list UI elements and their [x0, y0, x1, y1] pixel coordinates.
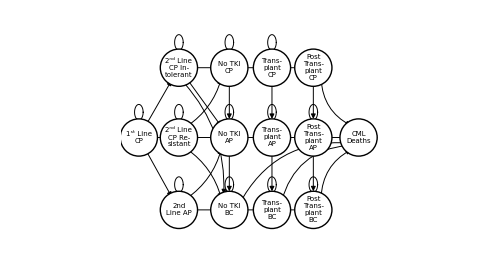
Circle shape — [254, 49, 290, 86]
Circle shape — [294, 49, 332, 86]
Text: No TKI
CP: No TKI CP — [218, 61, 240, 74]
Text: 2ⁿᵈ Line
CP In-
tolerant: 2ⁿᵈ Line CP In- tolerant — [165, 58, 192, 78]
Circle shape — [210, 49, 248, 86]
Circle shape — [340, 119, 377, 156]
Text: Post
Trans-
plant
BC: Post Trans- plant BC — [303, 196, 324, 223]
Circle shape — [254, 119, 290, 156]
Circle shape — [254, 191, 290, 229]
Circle shape — [210, 119, 248, 156]
Text: No TKI
BC: No TKI BC — [218, 204, 240, 216]
Circle shape — [294, 119, 332, 156]
Circle shape — [160, 191, 198, 229]
Circle shape — [160, 119, 198, 156]
Circle shape — [120, 119, 158, 156]
Text: 1ˢᵗ Line
CP: 1ˢᵗ Line CP — [126, 131, 152, 144]
Text: 2ⁿᵈ Line
CP Re-
sistant: 2ⁿᵈ Line CP Re- sistant — [166, 128, 192, 147]
Text: Post
Trans-
plant
CP: Post Trans- plant CP — [303, 54, 324, 81]
Circle shape — [160, 49, 198, 86]
Circle shape — [210, 191, 248, 229]
Text: Trans-
plant
CP: Trans- plant CP — [262, 58, 282, 78]
Text: Trans-
plant
BC: Trans- plant BC — [262, 200, 282, 220]
Text: Trans-
plant
AP: Trans- plant AP — [262, 128, 282, 147]
Text: 2nd
Line AP: 2nd Line AP — [166, 204, 192, 216]
Circle shape — [294, 191, 332, 229]
Text: Post
Trans-
plant
AP: Post Trans- plant AP — [303, 124, 324, 151]
Text: No TKI
AP: No TKI AP — [218, 131, 240, 144]
Text: CML
Deaths: CML Deaths — [346, 131, 371, 144]
